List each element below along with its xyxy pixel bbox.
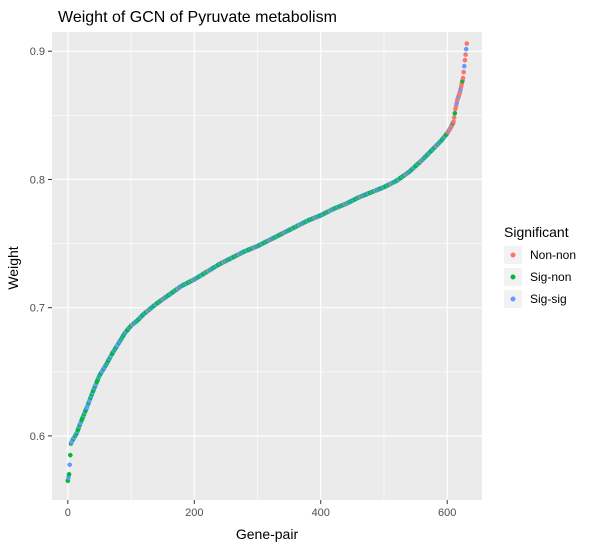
legend: Significant Non-non Sig-non Sig-sig [504,224,576,308]
legend-label-sig-sig: Sig-sig [530,292,567,306]
legend-marker-non-non [510,252,516,258]
point-non-non [462,57,468,63]
legend-title: Significant [504,224,569,240]
x-tick-label: 0 [65,507,71,519]
legend-label-sig-non: Sig-non [530,270,571,284]
chart-title: Weight of GCN of Pyruvate metabolism [58,9,337,26]
x-tick-label: 200 [185,507,203,519]
x-axis-ticks: 0 200 400 600 [65,500,456,519]
x-tick-label: 400 [312,507,330,519]
y-axis-title: Weight [5,246,21,289]
point-sig-sig [461,63,467,69]
point-non-non [463,52,468,57]
point-non-non [461,69,466,75]
x-axis-title: Gene-pair [236,526,299,542]
point-sig-non [68,452,73,458]
x-tick-label: 600 [438,507,456,519]
point-sig-sig [463,46,469,52]
y-tick-label: 0.9 [30,46,45,58]
point-non-non [451,115,457,120]
legend-marker-sig-non [510,274,516,280]
point-non-non [451,119,456,125]
y-tick-label: 0.6 [30,431,45,443]
point-sig-non [66,472,72,477]
legend-marker-sig-sig [510,296,516,302]
data-points [65,41,470,484]
legend-label-non-non: Non-non [530,248,576,262]
point-non-non [460,75,466,81]
point-sig-non [452,110,458,116]
grid-major [52,32,482,500]
y-axis-ticks: 0.6 0.7 0.8 0.9 [30,46,52,443]
plot-panel [52,32,482,500]
y-tick-label: 0.8 [30,174,45,186]
point-sig-sig [67,462,73,468]
point-non-non [464,41,470,46]
y-tick-label: 0.7 [30,303,45,315]
